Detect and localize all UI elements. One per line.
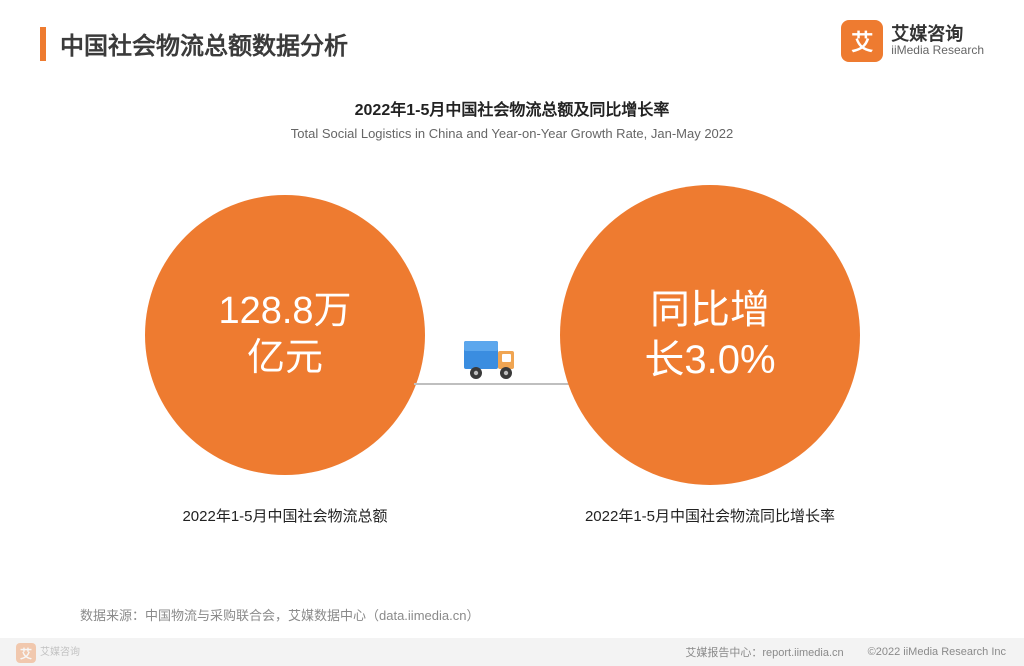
data-source: 数据来源：中国物流与采购联合会，艾媒数据中心（data.iimedia.cn） (80, 605, 479, 624)
page-title: 中国社会物流总额数据分析 (60, 26, 348, 61)
chart-title-block: 2022年1-5月中国社会物流总额及同比增长率 Total Social Log… (0, 96, 1024, 141)
metric-total-caption: 2022年1-5月中国社会物流总额 (135, 505, 435, 526)
metric-circle-growth: 同比增 长3.0% (560, 185, 860, 485)
header: 中国社会物流总额数据分析 (40, 26, 348, 61)
footer-copyright: ©2022 iiMedia Research Inc (868, 646, 1006, 658)
connector-line (414, 383, 574, 385)
footer-brand-icon: 艾 (16, 643, 36, 663)
metric-growth-caption: 2022年1-5月中国社会物流同比增长率 (560, 505, 860, 526)
chart-title-en: Total Social Logistics in China and Year… (0, 126, 1024, 141)
footer-brand-text: 艾媒咨询 (40, 648, 80, 658)
footer-brand-logo: 艾 艾媒咨询 (16, 643, 80, 663)
brand-logo: 艾 艾媒咨询 iiMedia Research (841, 20, 984, 62)
chart-title-cn: 2022年1-5月中国社会物流总额及同比增长率 (0, 96, 1024, 120)
infographic-main: 128.8万 亿元 同比增 长3.0% 2022年1-5月中国社会物流总额 20… (0, 175, 1024, 565)
truck-icon (462, 335, 522, 383)
metric-circle-total: 128.8万 亿元 (145, 195, 425, 475)
brand-logo-icon: 艾 (841, 20, 883, 62)
brand-name-en: iiMedia Research (891, 44, 984, 58)
metric-total-value: 128.8万 亿元 (218, 288, 351, 383)
footer-bar: 艾 艾媒咨询 艾媒报告中心：report.iimedia.cn ©2022 ii… (0, 638, 1024, 666)
brand-logo-text: 艾媒咨询 iiMedia Research (891, 24, 984, 58)
metric-growth-value: 同比增 长3.0% (644, 285, 775, 385)
title-accent-bar (40, 27, 46, 61)
footer-report-center: 艾媒报告中心：report.iimedia.cn (685, 644, 843, 660)
footer: 数据来源：中国物流与采购联合会，艾媒数据中心（data.iimedia.cn） … (0, 596, 1024, 666)
brand-name-cn: 艾媒咨询 (891, 24, 984, 45)
